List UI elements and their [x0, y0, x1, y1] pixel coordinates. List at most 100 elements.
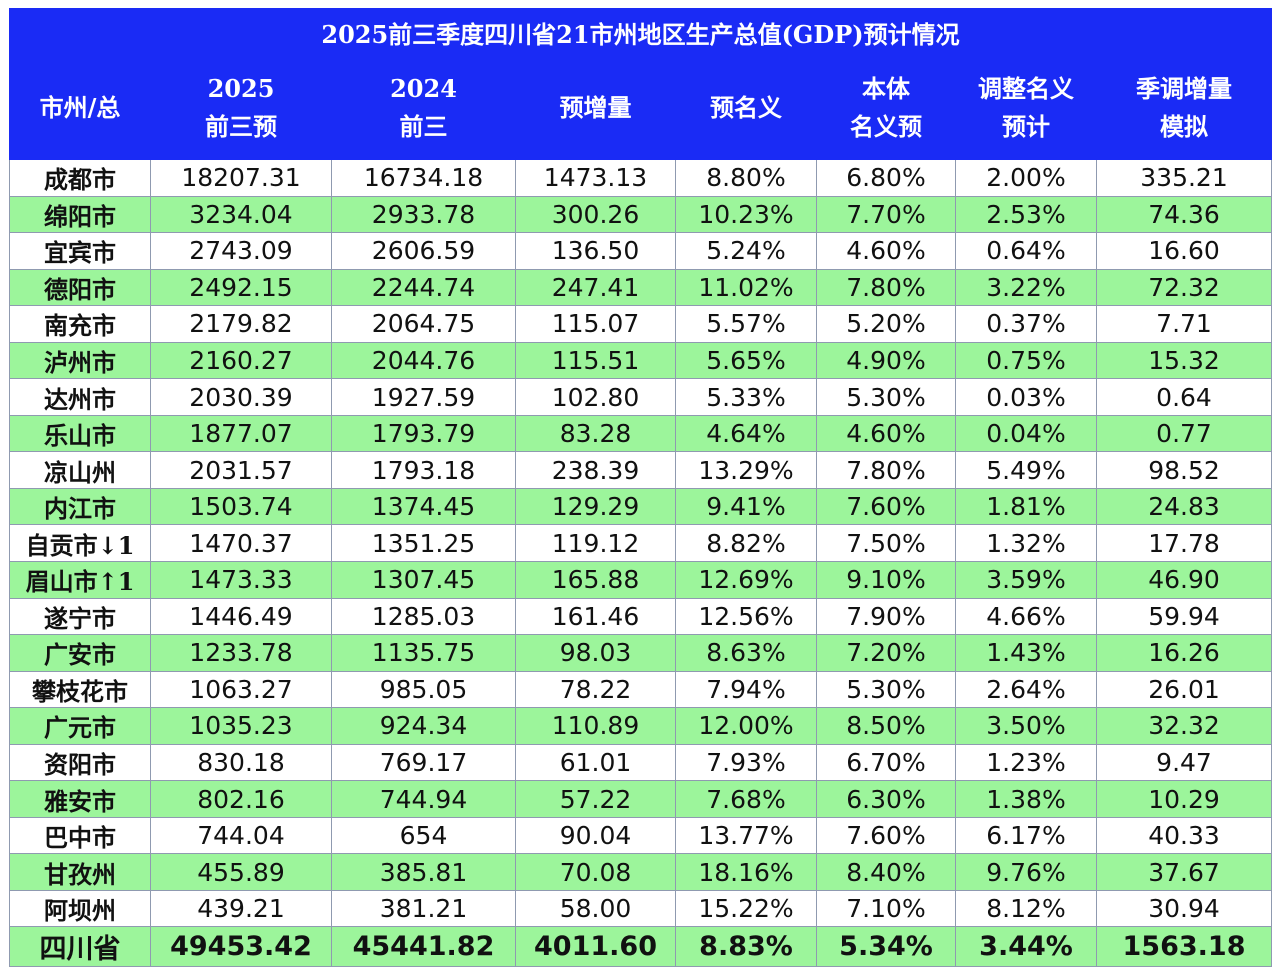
region-name-cell: 资阳市: [9, 743, 151, 782]
total-value-cell: 45441.82: [331, 926, 516, 968]
value-cell: 7.71: [1095, 305, 1273, 343]
value-cell: 1.23%: [955, 743, 1097, 782]
value-cell: 115.51: [515, 341, 676, 380]
value-cell: 1351.25: [331, 524, 516, 563]
value-cell: 5.30%: [816, 670, 956, 709]
value-cell: 0.75%: [955, 341, 1097, 380]
column-header: 本体 名义预: [816, 55, 956, 160]
value-cell: 6.70%: [816, 743, 956, 782]
column-header: 2024 前三: [331, 55, 516, 160]
value-cell: 74.36: [1095, 195, 1273, 234]
value-cell: 7.93%: [675, 743, 817, 782]
value-cell: 1374.45: [331, 487, 516, 526]
value-cell: 2044.76: [331, 341, 516, 380]
region-name-cell: 内江市: [9, 487, 151, 526]
value-cell: 7.80%: [816, 451, 956, 489]
region-name-cell: 阿坝州: [9, 889, 151, 928]
table-row: 攀枝花市 1063.27 985.05 78.22 7.94% 5.30% 2.64% 26.…: [9, 670, 1273, 709]
value-cell: 1035.23: [150, 707, 332, 745]
table-row: 达州市 2030.39 1927.59 102.80 5.33% 5.30% 0.03% 0.…: [9, 378, 1273, 416]
table-row: 巴中市 744.04 654 90.04 13.77% 7.60% 6.17% 40.33: [9, 816, 1273, 855]
value-cell: 13.29%: [675, 451, 817, 489]
value-cell: 0.64%: [955, 232, 1097, 270]
value-cell: 5.24%: [675, 232, 817, 270]
value-cell: 16.26: [1095, 634, 1273, 672]
value-cell: 1446.49: [150, 597, 332, 636]
value-cell: 0.04%: [955, 414, 1097, 453]
value-cell: 5.57%: [675, 305, 817, 343]
gdp-table-container: 2025前三季度四川省21市州地区生产总值(GDP)预计情况 市州/总 2025…: [8, 8, 1273, 968]
value-cell: 2743.09: [150, 232, 332, 270]
table-row: 自贡市↓1 1470.37 1351.25 119.12 8.82% 7.50% 1.32%…: [9, 524, 1273, 563]
region-name-cell: 遂宁市: [9, 597, 151, 636]
value-cell: 98.52: [1095, 451, 1273, 489]
value-cell: 769.17: [331, 743, 516, 782]
value-cell: 8.80%: [675, 159, 817, 197]
region-name-cell: 南充市: [9, 305, 151, 343]
value-cell: 2.64%: [955, 670, 1097, 709]
value-cell: 1.81%: [955, 487, 1097, 526]
table-body: 成都市 18207.31 16734.18 1473.13 8.80% 6.80% 2.00…: [9, 159, 1273, 968]
region-name-cell: 成都市: [9, 159, 151, 197]
value-cell: 30.94: [1095, 889, 1273, 928]
value-cell: 11.02%: [675, 268, 817, 307]
value-cell: 1503.74: [150, 487, 332, 526]
table-row: 广安市 1233.78 1135.75 98.03 8.63% 7.20% 1.43% 16.…: [9, 634, 1273, 672]
value-cell: 654: [331, 816, 516, 855]
table-row: 绵阳市 3234.04 2933.78 300.26 10.23% 7.70% 2.53% 7…: [9, 195, 1273, 234]
value-cell: 1.32%: [955, 524, 1097, 563]
value-cell: 2244.74: [331, 268, 516, 307]
value-cell: 5.33%: [675, 378, 817, 416]
region-name-cell: 自贡市↓1: [9, 524, 151, 563]
value-cell: 110.89: [515, 707, 676, 745]
column-header: 市州/总: [9, 55, 151, 160]
total-value-cell: 3.44%: [955, 926, 1097, 968]
table-row: 泸州市 2160.27 2044.76 115.51 5.65% 4.90% 0.75% 15…: [9, 341, 1273, 380]
value-cell: 18207.31: [150, 159, 332, 197]
value-cell: 1233.78: [150, 634, 332, 672]
value-cell: 102.80: [515, 378, 676, 416]
column-header: 预名义: [675, 55, 817, 160]
value-cell: 1793.79: [331, 414, 516, 453]
value-cell: 3.22%: [955, 268, 1097, 307]
value-cell: 381.21: [331, 889, 516, 928]
value-cell: 165.88: [515, 561, 676, 599]
value-cell: 136.50: [515, 232, 676, 270]
value-cell: 9.10%: [816, 561, 956, 599]
value-cell: 2031.57: [150, 451, 332, 489]
value-cell: 1.38%: [955, 780, 1097, 818]
column-header: 调整名义 预计: [955, 55, 1097, 160]
value-cell: 744.94: [331, 780, 516, 818]
value-cell: 300.26: [515, 195, 676, 234]
value-cell: 5.49%: [955, 451, 1097, 489]
value-cell: 7.50%: [816, 524, 956, 563]
header-row: 市州/总 2025 前三预 2024 前三 预增量 预名义 本体 名义预 调整名…: [9, 55, 1273, 160]
value-cell: 1470.37: [150, 524, 332, 563]
value-cell: 8.82%: [675, 524, 817, 563]
value-cell: 8.50%: [816, 707, 956, 745]
value-cell: 0.37%: [955, 305, 1097, 343]
value-cell: 90.04: [515, 816, 676, 855]
value-cell: 2.00%: [955, 159, 1097, 197]
value-cell: 4.90%: [816, 341, 956, 380]
region-name-cell: 德阳市: [9, 268, 151, 307]
value-cell: 1285.03: [331, 597, 516, 636]
value-cell: 8.12%: [955, 889, 1097, 928]
region-name-cell: 巴中市: [9, 816, 151, 855]
value-cell: 12.00%: [675, 707, 817, 745]
value-cell: 2064.75: [331, 305, 516, 343]
region-name-cell: 泸州市: [9, 341, 151, 380]
table-row: 甘孜州 455.89 385.81 70.08 18.16% 8.40% 9.76% 37.6…: [9, 853, 1273, 891]
value-cell: 115.07: [515, 305, 676, 343]
value-cell: 15.22%: [675, 889, 817, 928]
table-row: 雅安市 802.16 744.94 57.22 7.68% 6.30% 1.38% 10.29: [9, 780, 1273, 818]
value-cell: 17.78: [1095, 524, 1273, 563]
value-cell: 16734.18: [331, 159, 516, 197]
value-cell: 1135.75: [331, 634, 516, 672]
value-cell: 8.63%: [675, 634, 817, 672]
value-cell: 12.56%: [675, 597, 817, 636]
value-cell: 61.01: [515, 743, 676, 782]
region-name-cell: 广元市: [9, 707, 151, 745]
value-cell: 83.28: [515, 414, 676, 453]
value-cell: 26.01: [1095, 670, 1273, 709]
